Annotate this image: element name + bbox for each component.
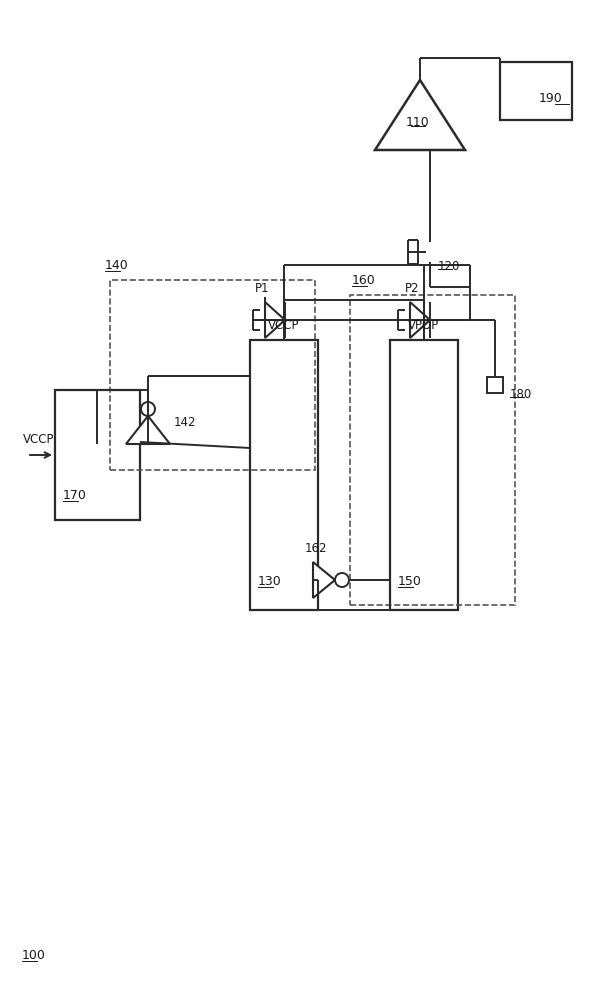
Polygon shape xyxy=(375,80,465,150)
Text: 170: 170 xyxy=(63,489,87,502)
Polygon shape xyxy=(313,562,335,598)
Polygon shape xyxy=(265,302,285,338)
Text: VCCP: VCCP xyxy=(23,433,55,446)
Bar xyxy=(110,280,315,470)
Bar xyxy=(487,377,503,393)
Text: 160: 160 xyxy=(352,274,376,287)
Polygon shape xyxy=(410,302,430,338)
Text: 142: 142 xyxy=(174,416,197,428)
Bar xyxy=(500,62,572,120)
Polygon shape xyxy=(126,416,170,444)
Text: P1: P1 xyxy=(255,282,269,295)
Text: 140: 140 xyxy=(105,259,129,272)
Bar xyxy=(250,340,318,610)
Text: 180: 180 xyxy=(510,388,532,401)
Text: 190: 190 xyxy=(538,92,562,105)
Text: 130: 130 xyxy=(258,575,282,588)
Text: 100: 100 xyxy=(22,949,46,962)
Text: VCCP: VCCP xyxy=(268,319,300,332)
Circle shape xyxy=(141,402,155,416)
Circle shape xyxy=(335,573,349,587)
Text: 162: 162 xyxy=(305,542,328,555)
Text: 110: 110 xyxy=(406,116,430,129)
Text: P2: P2 xyxy=(405,282,419,295)
Text: 150: 150 xyxy=(398,575,422,588)
Bar xyxy=(390,340,458,610)
Bar xyxy=(350,295,515,605)
Bar xyxy=(55,390,140,520)
Text: 120: 120 xyxy=(438,260,460,273)
Text: VPOP: VPOP xyxy=(409,319,440,332)
